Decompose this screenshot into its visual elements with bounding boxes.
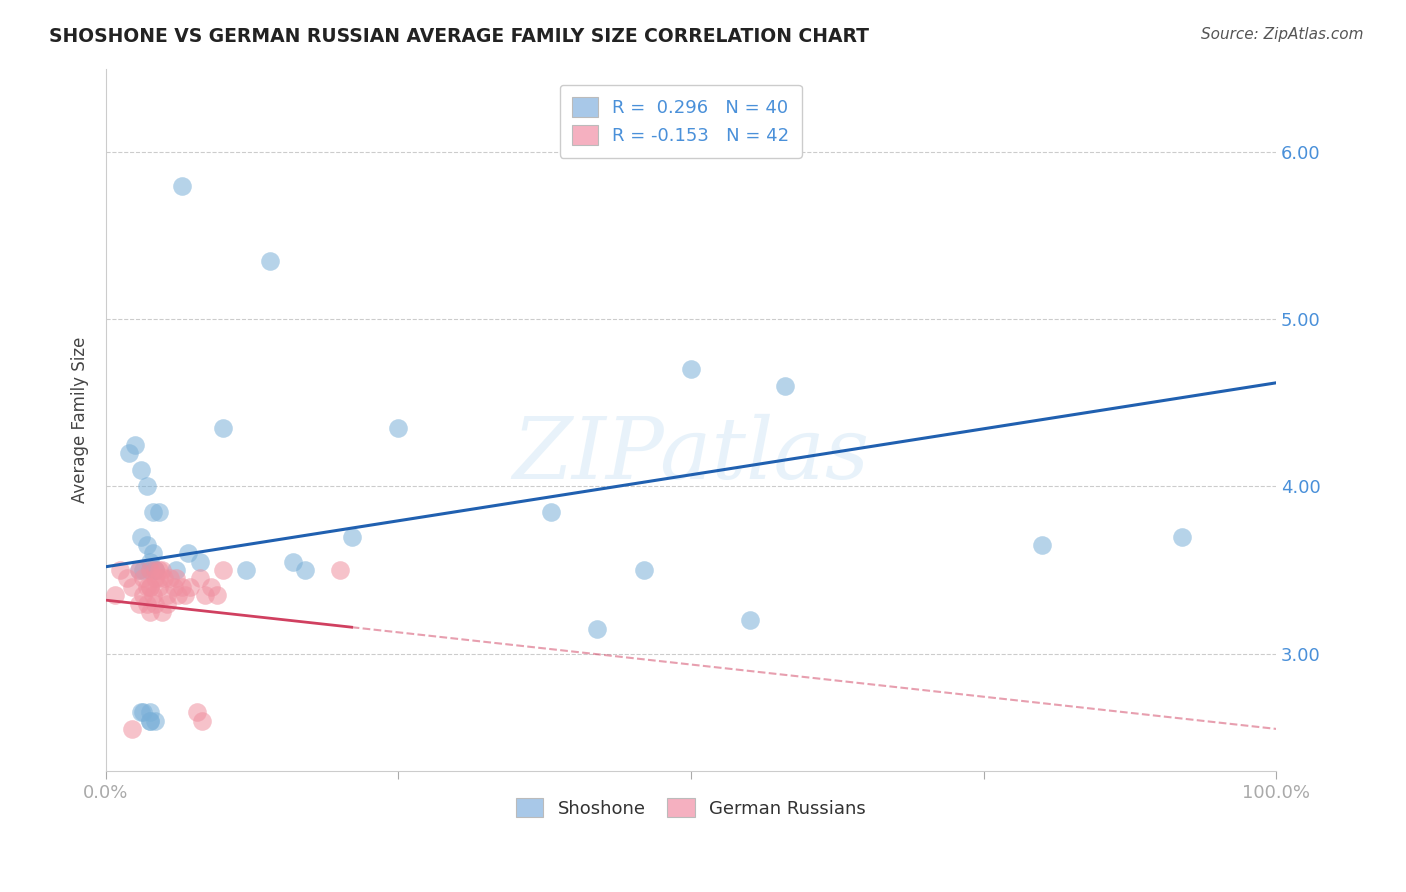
Point <box>148 571 170 585</box>
Point <box>148 563 170 577</box>
Point <box>387 421 409 435</box>
Point <box>143 563 166 577</box>
Point <box>1171 530 1194 544</box>
Point <box>165 563 187 577</box>
Point <box>188 555 211 569</box>
Point <box>139 580 162 594</box>
Point <box>121 580 143 594</box>
Point <box>186 705 208 719</box>
Point <box>142 546 165 560</box>
Point <box>132 571 155 585</box>
Point <box>165 571 187 585</box>
Point <box>143 714 166 728</box>
Point <box>235 563 257 577</box>
Point <box>128 597 150 611</box>
Point <box>121 722 143 736</box>
Point <box>129 463 152 477</box>
Point <box>135 580 157 594</box>
Point <box>132 588 155 602</box>
Point <box>281 555 304 569</box>
Point <box>153 571 176 585</box>
Legend: Shoshone, German Russians: Shoshone, German Russians <box>509 790 873 825</box>
Point <box>340 530 363 544</box>
Point <box>128 563 150 577</box>
Point <box>170 580 193 594</box>
Point <box>139 705 162 719</box>
Point <box>773 379 796 393</box>
Point <box>170 178 193 193</box>
Point <box>118 446 141 460</box>
Point <box>148 504 170 518</box>
Point <box>143 563 166 577</box>
Point <box>156 588 179 602</box>
Point <box>129 705 152 719</box>
Point <box>139 714 162 728</box>
Point <box>159 571 181 585</box>
Point <box>200 580 222 594</box>
Point <box>586 622 609 636</box>
Point <box>329 563 352 577</box>
Point <box>139 580 162 594</box>
Point <box>139 714 162 728</box>
Point <box>142 504 165 518</box>
Point <box>143 563 166 577</box>
Point <box>135 479 157 493</box>
Point <box>174 588 197 602</box>
Point <box>188 571 211 585</box>
Point <box>212 563 235 577</box>
Point <box>104 588 127 602</box>
Point <box>143 597 166 611</box>
Point <box>108 563 131 577</box>
Y-axis label: Average Family Size: Average Family Size <box>72 336 89 503</box>
Text: Source: ZipAtlas.com: Source: ZipAtlas.com <box>1201 27 1364 42</box>
Text: SHOSHONE VS GERMAN RUSSIAN AVERAGE FAMILY SIZE CORRELATION CHART: SHOSHONE VS GERMAN RUSSIAN AVERAGE FAMIL… <box>49 27 869 45</box>
Point <box>150 563 173 577</box>
Point <box>150 605 173 619</box>
Point <box>129 530 152 544</box>
Point <box>139 605 162 619</box>
Point <box>124 438 146 452</box>
Point <box>128 563 150 577</box>
Point <box>148 580 170 594</box>
Point <box>259 253 281 268</box>
Point <box>142 588 165 602</box>
Point <box>167 588 190 602</box>
Point <box>738 613 761 627</box>
Text: ZIPatlas: ZIPatlas <box>512 413 869 496</box>
Point <box>143 571 166 585</box>
Point <box>163 580 186 594</box>
Point <box>156 597 179 611</box>
Point <box>135 538 157 552</box>
Point <box>139 563 162 577</box>
Point <box>1031 538 1053 552</box>
Point <box>194 588 217 602</box>
Point <box>132 705 155 719</box>
Point <box>177 546 200 560</box>
Point <box>294 563 316 577</box>
Point <box>191 714 214 728</box>
Point <box>540 504 562 518</box>
Point <box>132 563 155 577</box>
Point <box>205 588 228 602</box>
Point <box>633 563 655 577</box>
Point <box>212 421 235 435</box>
Point <box>179 580 201 594</box>
Point <box>679 362 702 376</box>
Point <box>139 555 162 569</box>
Point <box>115 571 138 585</box>
Point <box>139 563 162 577</box>
Point <box>135 597 157 611</box>
